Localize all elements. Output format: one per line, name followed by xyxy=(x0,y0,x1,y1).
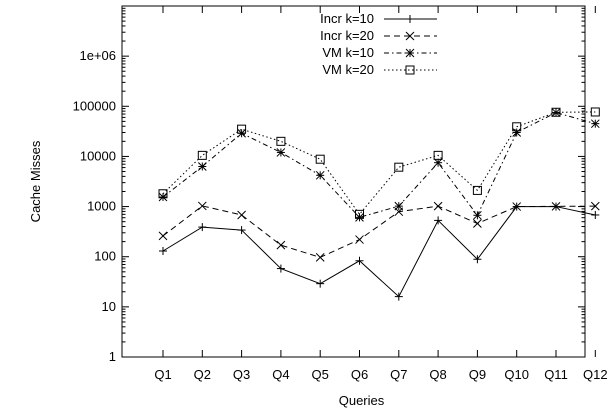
y-tick-label: 100000 xyxy=(73,98,116,113)
data-point xyxy=(197,150,207,160)
plot-axes xyxy=(121,5,586,358)
data-point xyxy=(315,154,325,164)
data-point xyxy=(355,235,364,244)
data-point xyxy=(237,210,246,220)
data-point xyxy=(197,162,207,171)
y-tick-label: 10 xyxy=(102,299,116,314)
data-point xyxy=(512,128,522,137)
data-point xyxy=(473,210,482,220)
tick-group: 1 10 100 1000 10000 100000 1e+06 Q1 Q2 Q3 Q4 Q5 Q6 Q7… xyxy=(73,6,608,382)
series-line xyxy=(162,205,596,258)
data-point xyxy=(158,189,168,199)
data-point xyxy=(237,124,247,134)
data-point xyxy=(590,119,600,129)
y-tick-label: 100 xyxy=(94,249,116,264)
legend-marker xyxy=(406,15,414,23)
data-point xyxy=(591,210,600,219)
legend-label: Incr k=10 xyxy=(320,11,374,26)
plot-frame xyxy=(121,5,586,358)
series-group xyxy=(158,107,600,301)
data-point xyxy=(590,201,600,211)
data-point xyxy=(394,201,404,211)
series-4 xyxy=(158,107,600,219)
y-tick-label: 10000 xyxy=(80,148,116,163)
x-tick-label: Q10 xyxy=(504,367,529,382)
data-point xyxy=(315,253,325,262)
data-point xyxy=(472,185,482,195)
data-point xyxy=(355,256,364,265)
data-point xyxy=(276,240,286,250)
x-tick-label: Q7 xyxy=(390,367,407,382)
x-tick-label: Q1 xyxy=(154,367,171,382)
data-point xyxy=(433,150,443,160)
legend-marker xyxy=(405,48,415,58)
data-point xyxy=(276,264,285,273)
x-tick-label: Q9 xyxy=(469,367,486,382)
data-point xyxy=(355,212,364,222)
legend-label: Incr k=20 xyxy=(320,28,374,43)
data-point xyxy=(394,292,403,301)
data-point xyxy=(158,192,168,202)
data-point xyxy=(473,255,482,264)
y-tick-label: 1 xyxy=(109,349,116,364)
y-axis-title: Cache Misses xyxy=(28,140,43,222)
x-axis-title: Queries xyxy=(339,393,385,408)
data-point xyxy=(316,279,325,288)
y-tick-label: 1000 xyxy=(87,199,116,214)
data-point xyxy=(237,226,246,235)
data-point xyxy=(512,122,522,132)
data-point xyxy=(433,158,443,168)
data-point xyxy=(197,201,207,211)
data-point xyxy=(551,202,561,211)
legend-marker xyxy=(405,65,415,75)
data-point xyxy=(434,216,443,225)
x-tick-label: Q3 xyxy=(233,367,250,382)
data-point xyxy=(159,247,167,256)
data-point xyxy=(355,209,364,219)
data-point xyxy=(276,136,286,146)
x-tick-label: Q2 xyxy=(194,367,211,382)
data-point xyxy=(276,148,286,157)
series-line xyxy=(162,112,596,218)
x-tick-label: Q4 xyxy=(272,367,289,382)
x-tick-label: Q12 xyxy=(583,367,608,382)
data-point xyxy=(590,107,600,117)
x-tick-label: Q5 xyxy=(312,367,329,382)
y-tick-label: 1e+06 xyxy=(79,48,116,63)
series-1 xyxy=(159,202,600,301)
legend-label: VM k=10 xyxy=(322,45,374,60)
data-point xyxy=(158,231,168,241)
series-line xyxy=(162,206,596,298)
x-tick-label: Q6 xyxy=(351,367,368,382)
data-point xyxy=(473,219,482,228)
data-point xyxy=(394,162,404,172)
series-2 xyxy=(158,201,600,262)
data-point xyxy=(433,201,443,211)
legend-marker xyxy=(405,31,415,41)
data-point xyxy=(315,170,325,180)
x-tick-label: Q11 xyxy=(544,367,568,382)
data-point xyxy=(551,108,561,117)
data-point xyxy=(198,223,207,232)
legend-label: VM k=20 xyxy=(322,62,374,77)
legend: Incr k=10 Incr k=20 VM k=10 VM k=20 xyxy=(320,11,437,77)
data-point xyxy=(512,202,522,211)
data-point xyxy=(551,107,561,117)
series-line xyxy=(162,111,596,216)
series-3 xyxy=(158,108,600,222)
x-tick-label: Q8 xyxy=(429,367,446,382)
